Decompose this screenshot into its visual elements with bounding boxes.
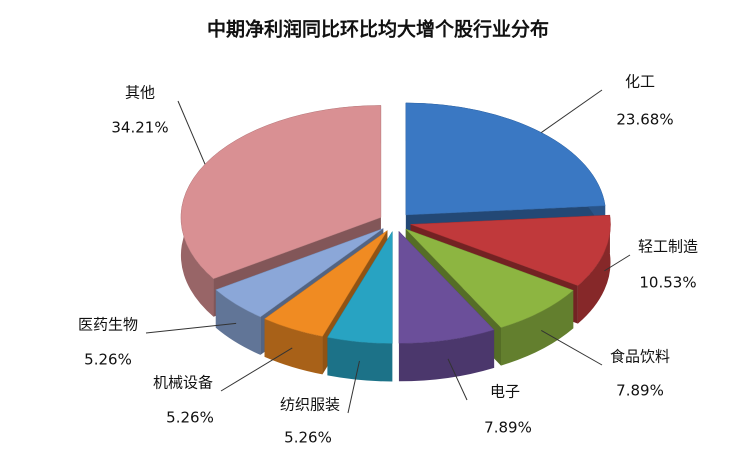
slice xyxy=(264,230,388,337)
slice xyxy=(410,214,611,286)
slice xyxy=(405,102,606,216)
slice-side xyxy=(500,290,574,366)
value-label: 34.21% xyxy=(111,119,168,137)
slice-side xyxy=(264,318,323,375)
value-label: 7.89% xyxy=(484,419,532,437)
leader-line xyxy=(541,89,603,133)
slice xyxy=(215,228,384,318)
category-label: 纺织服装 xyxy=(280,396,340,414)
slice xyxy=(180,105,382,280)
leader-line xyxy=(177,100,206,165)
value-label: 5.26% xyxy=(166,409,214,427)
leader-line xyxy=(220,347,293,392)
category-label: 食品饮料 xyxy=(610,348,670,366)
category-label: 电子 xyxy=(490,383,520,401)
category-label: 医药生物 xyxy=(78,316,138,334)
leader-line xyxy=(145,322,237,334)
value-label: 10.53% xyxy=(639,274,696,292)
leader-line xyxy=(604,254,631,272)
value-label: 23.68% xyxy=(616,111,673,129)
slice-side xyxy=(327,337,393,382)
slice xyxy=(405,228,574,328)
category-label: 化工 xyxy=(625,73,655,91)
category-label: 其他 xyxy=(125,84,155,102)
value-label: 5.26% xyxy=(284,429,332,447)
leader-line xyxy=(347,360,360,414)
chart-title: 中期净利润同比环比均大增个股行业分布 xyxy=(207,18,549,41)
category-label: 轻工制造 xyxy=(638,238,698,256)
value-label: 7.89% xyxy=(616,382,664,400)
slice-side xyxy=(215,289,261,355)
slice xyxy=(327,230,393,344)
value-label: 5.26% xyxy=(84,351,132,369)
slice xyxy=(398,230,495,344)
category-label: 机械设备 xyxy=(153,374,213,392)
slice-side xyxy=(577,215,611,324)
leader-line xyxy=(447,358,468,401)
leader-line xyxy=(540,330,603,366)
